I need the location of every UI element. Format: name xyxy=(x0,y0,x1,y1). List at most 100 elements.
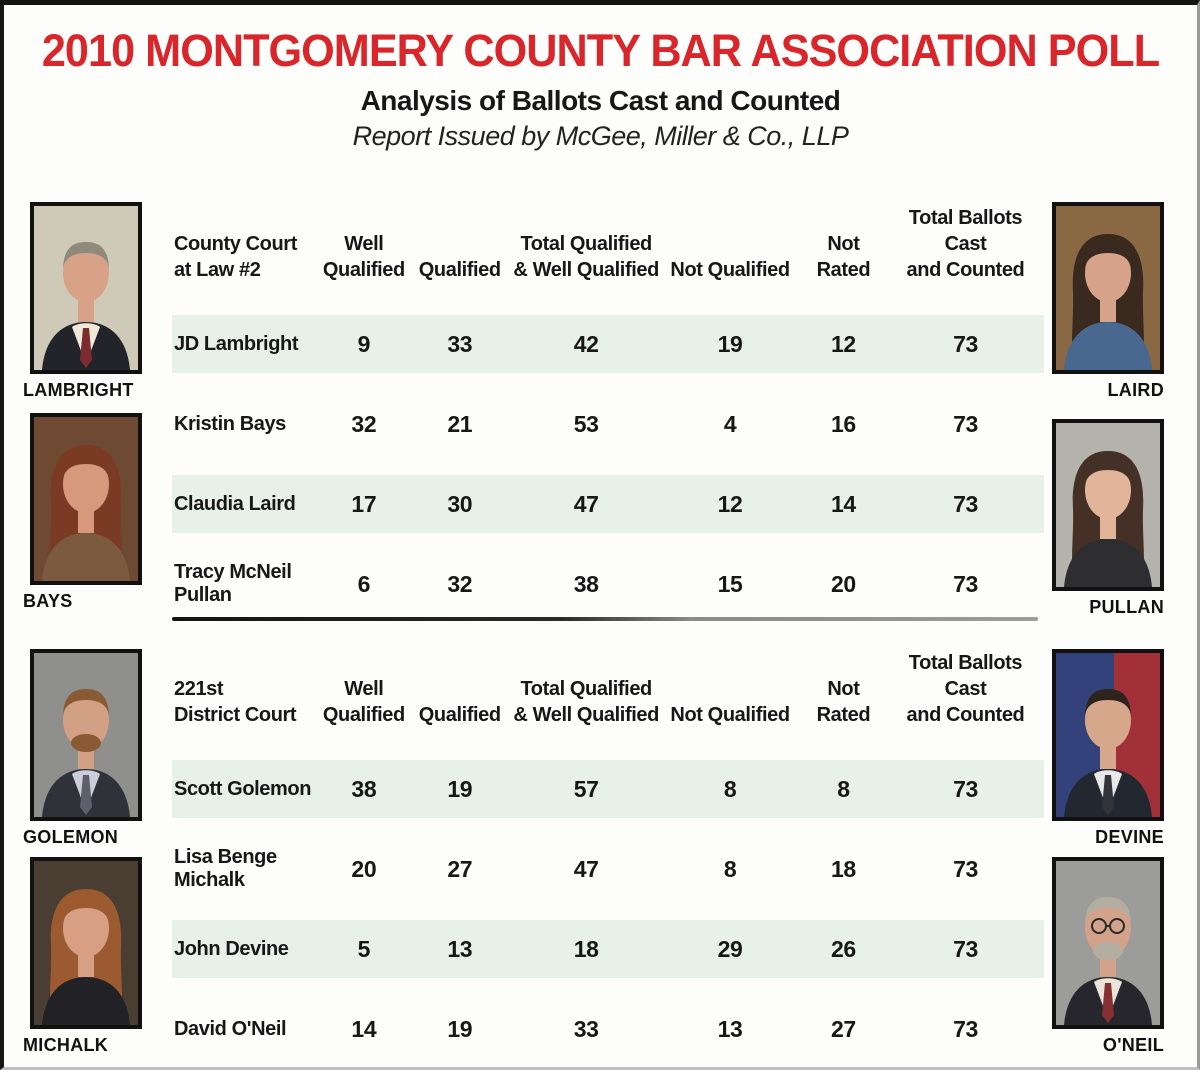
cell-qualified: 33 xyxy=(447,330,473,357)
cell-total-qualified: 18 xyxy=(573,935,599,962)
column-header-not-qualified: Not Qualified xyxy=(670,259,790,281)
report-issuer-line: Report Issued by McGee, Miller & Co., LL… xyxy=(352,121,849,151)
column-header-not-rated: Not Rated xyxy=(816,678,871,726)
candidate-name: John Devine xyxy=(174,937,289,960)
cell-well-qualified: 32 xyxy=(351,410,377,437)
cell-total-qualified: 47 xyxy=(573,855,599,882)
column-header-total-ballots: Total Ballots Cast and Counted xyxy=(906,652,1025,726)
cell-total-ballots: 73 xyxy=(953,1015,978,1042)
person-avatar-icon xyxy=(1056,423,1160,587)
cell-well-qualified: 14 xyxy=(351,1015,377,1042)
table-county-court-at-law-2: County Court at Law #2 Well Qualified Qu… xyxy=(172,205,1044,635)
cell-not-rated: 27 xyxy=(830,1015,856,1042)
portrait-golemon: GOLEMON xyxy=(23,649,142,848)
candidate-photo xyxy=(1052,202,1164,374)
portrait-lambright: LAMBRIGHT xyxy=(23,202,142,401)
photo-caption: PULLAN xyxy=(1089,597,1164,617)
candidate-photo xyxy=(30,857,142,1029)
photo-caption: DEVINE xyxy=(1095,827,1164,847)
column-header-well-qualified: Well Qualified xyxy=(322,233,405,281)
portrait-laird: LAIRD xyxy=(1052,202,1164,401)
column-header-total-ballots: Total Ballots Cast and Counted xyxy=(906,207,1025,281)
cell-total-qualified: 53 xyxy=(573,410,599,437)
table-row: John Devine 5 13 18 29 26 73 xyxy=(172,920,1044,978)
cell-not-rated: 26 xyxy=(830,935,856,962)
cell-total-qualified: 47 xyxy=(573,490,599,517)
cell-not-qualified: 19 xyxy=(717,330,743,357)
cell-not-qualified: 4 xyxy=(723,410,737,437)
table-row: Tracy McNeil Pullan 6 32 38 15 20 73 xyxy=(172,555,1044,613)
candidate-photo xyxy=(1052,649,1164,821)
cell-not-qualified: 8 xyxy=(723,855,737,882)
cell-total-ballots: 73 xyxy=(953,410,978,437)
table-row: Claudia Laird 17 30 47 12 14 73 xyxy=(172,475,1044,533)
person-avatar-icon xyxy=(34,653,138,817)
photo-caption: MICHALK xyxy=(23,1035,109,1055)
cell-total-qualified: 57 xyxy=(573,775,599,802)
cell-well-qualified: 38 xyxy=(351,775,377,802)
cell-qualified: 27 xyxy=(447,855,473,882)
table-row: David O'Neil 14 19 33 13 27 73 xyxy=(172,1000,1044,1058)
cell-not-rated: 20 xyxy=(830,570,856,597)
table-row: Kristin Bays 32 21 53 4 16 73 xyxy=(172,395,1044,453)
page-title: 2010 MONTGOMERY COUNTY BAR ASSOCIATION P… xyxy=(41,25,1160,76)
column-header-not-qualified: Not Qualified xyxy=(670,704,790,726)
table-row: JD Lambright 9 33 42 19 12 73 xyxy=(172,315,1044,373)
cell-well-qualified: 17 xyxy=(351,490,377,517)
column-header-total-qualified: Total Qualified & Well Qualified xyxy=(513,233,659,281)
person-avatar-icon xyxy=(1056,206,1160,370)
table-row: Lisa Benge Michalk 20 27 47 8 18 73 xyxy=(172,840,1044,898)
person-avatar-icon xyxy=(34,206,138,370)
court-name-header: 221st District Court xyxy=(174,678,297,726)
cell-total-ballots: 73 xyxy=(953,330,978,357)
cell-qualified: 13 xyxy=(447,935,473,962)
masthead: 2010 MONTGOMERY COUNTY BAR ASSOCIATION P… xyxy=(4,25,1197,152)
cell-well-qualified: 6 xyxy=(357,570,371,597)
portrait-oneil: O'NEIL xyxy=(1052,857,1164,1056)
candidate-photo xyxy=(30,413,142,585)
table-row: Scott Golemon 38 19 57 8 8 73 xyxy=(172,760,1044,818)
table-221st-district-court: 221st District Court Well Qualified Qual… xyxy=(172,650,1044,1067)
column-header-well-qualified: Well Qualified xyxy=(322,678,405,726)
candidate-name: Kristin Bays xyxy=(174,412,286,435)
cell-qualified: 19 xyxy=(447,1015,473,1042)
photo-caption: LAMBRIGHT xyxy=(23,380,134,400)
portrait-devine: DEVINE xyxy=(1052,649,1164,848)
cell-not-rated: 14 xyxy=(830,490,856,517)
person-avatar-icon xyxy=(34,417,138,581)
candidate-name: Claudia Laird xyxy=(174,492,296,515)
cell-total-qualified: 42 xyxy=(573,330,599,357)
candidate-photo xyxy=(30,202,142,374)
column-header-not-rated: Not Rated xyxy=(816,233,871,281)
cell-qualified: 19 xyxy=(447,775,473,802)
column-header-qualified: Qualified xyxy=(418,259,501,281)
person-avatar-icon xyxy=(1056,653,1160,817)
table-header-row: County Court at Law #2 Well Qualified Qu… xyxy=(172,205,1044,283)
cell-not-rated: 16 xyxy=(830,410,856,437)
section-divider xyxy=(172,617,1038,621)
column-header-qualified: Qualified xyxy=(418,704,501,726)
cell-total-ballots: 73 xyxy=(953,490,978,517)
photo-caption: LAIRD xyxy=(1107,380,1164,400)
candidate-photo xyxy=(1052,419,1164,591)
cell-total-ballots: 73 xyxy=(953,935,978,962)
cell-qualified: 21 xyxy=(447,410,473,437)
cell-total-qualified: 33 xyxy=(573,1015,599,1042)
cell-well-qualified: 5 xyxy=(357,935,371,962)
cell-total-ballots: 73 xyxy=(953,775,978,802)
photo-caption: O'NEIL xyxy=(1102,1035,1164,1055)
page-subtitle: Analysis of Ballots Cast and Counted xyxy=(360,85,841,116)
candidate-name: Tracy McNeil Pullan xyxy=(174,561,292,606)
person-avatar-icon xyxy=(34,861,138,1025)
cell-qualified: 32 xyxy=(447,570,473,597)
portrait-pullan: PULLAN xyxy=(1052,419,1164,618)
candidate-photo xyxy=(30,649,142,821)
cell-total-qualified: 38 xyxy=(573,570,599,597)
cell-total-ballots: 73 xyxy=(953,570,978,597)
cell-not-rated: 8 xyxy=(837,775,850,802)
candidate-name: Scott Golemon xyxy=(174,777,312,800)
photo-caption: GOLEMON xyxy=(23,827,119,847)
person-avatar-icon xyxy=(1056,861,1160,1025)
cell-well-qualified: 9 xyxy=(357,330,371,357)
